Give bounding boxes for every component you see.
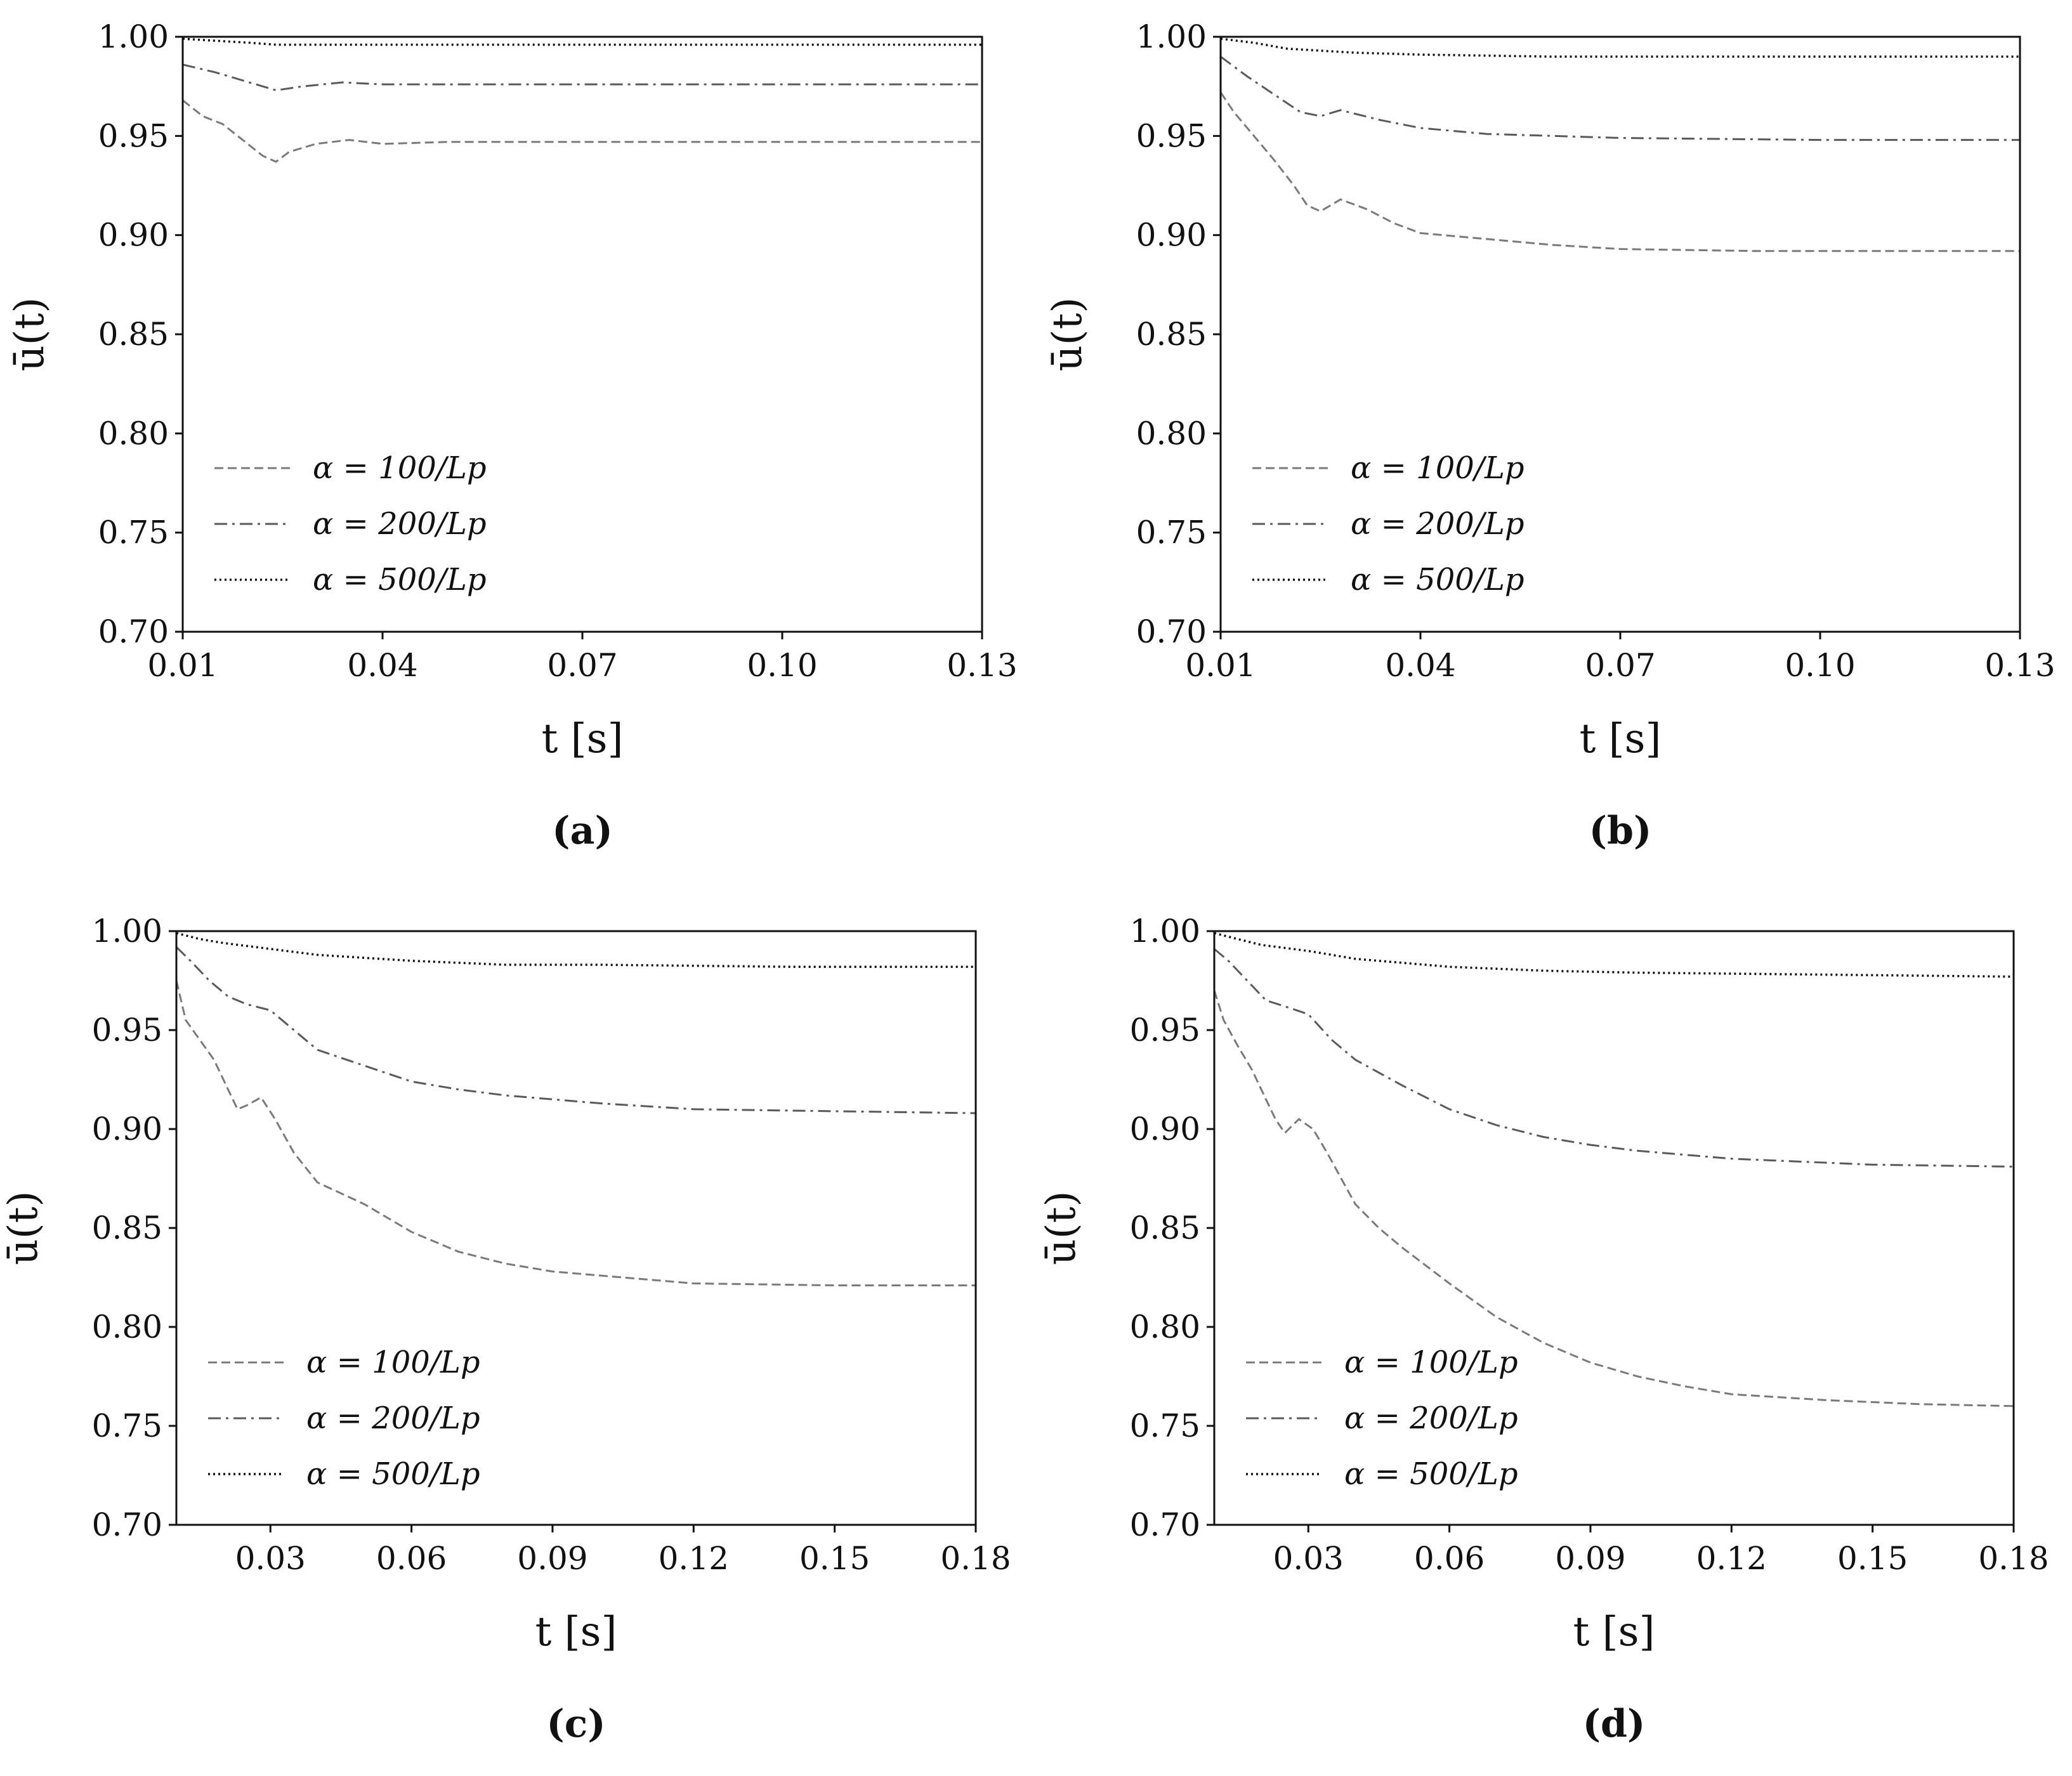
chart-panel-4: 0.70 0.75 0.80 0.85 0.90 0.95 1.00 0.03 0.06 0.09… — [1038, 913, 2049, 1746]
y-tick-label: 1.00 — [92, 913, 162, 950]
panel-caption: (c) — [546, 1702, 605, 1746]
x-tick-label: 0.12 — [659, 1540, 729, 1577]
y-tick-label: 0.85 — [1130, 1210, 1200, 1246]
x-tick-label: 0.01 — [1185, 647, 1256, 684]
x-tick-label: 0.15 — [1837, 1540, 1908, 1577]
series-line-s500 — [183, 37, 982, 46]
chart-panel-3: 0.70 0.75 0.80 0.85 0.90 0.95 1.00 0.03 0.06 0.09… — [0, 913, 1011, 1746]
legend-label-s100: α = 100/Lp — [1344, 1345, 1518, 1380]
x-tick-label: 0.13 — [1984, 647, 2055, 684]
x-tick-label: 0.06 — [376, 1540, 447, 1577]
legend-label-s200: α = 200/Lp — [306, 1401, 480, 1436]
x-axis-label: t [s] — [1573, 1609, 1655, 1655]
x-tick-label: 0.18 — [940, 1540, 1011, 1577]
legend-label-s100: α = 100/Lp — [1351, 450, 1524, 486]
y-axis-label: ū(t) — [6, 297, 53, 372]
x-tick-label: 0.03 — [235, 1540, 306, 1577]
plot-frame — [175, 930, 977, 1526]
y-axis-label: ū(t) — [0, 1191, 47, 1265]
panel-caption: (d) — [1583, 1702, 1646, 1746]
y-tick-label: 0.85 — [1136, 316, 1207, 353]
x-tick-label: 0.07 — [547, 647, 617, 684]
y-tick-label: 0.90 — [1130, 1111, 1200, 1147]
y-tick-label: 0.80 — [1136, 415, 1207, 452]
series-line-s500 — [1214, 932, 2014, 978]
y-tick-label: 1.00 — [98, 18, 169, 55]
y-tick-label: 0.75 — [92, 1407, 162, 1444]
series-line-s100 — [1221, 91, 2020, 252]
y-axis-label: ū(t) — [1044, 297, 1091, 372]
series-line-s200 — [183, 63, 982, 91]
series-line-s200 — [1214, 948, 2014, 1168]
x-axis-label: t [s] — [1580, 715, 1662, 762]
x-tick-label: 0.10 — [1785, 647, 1855, 684]
y-tick-label: 0.90 — [1136, 217, 1207, 254]
y-tick-label: 0.70 — [1136, 613, 1207, 650]
y-tick-label: 0.95 — [1130, 1012, 1200, 1048]
panel-caption: (b) — [1589, 809, 1652, 853]
y-tick-label: 1.00 — [1130, 913, 1200, 950]
y-tick-label: 1.00 — [1136, 18, 1207, 55]
x-tick-label: 0.04 — [347, 647, 417, 684]
legend-label-s500: α = 500/Lp — [306, 1456, 480, 1492]
x-tick-label: 0.15 — [799, 1540, 870, 1577]
x-tick-label: 0.01 — [147, 647, 218, 684]
panel-caption: (a) — [552, 809, 613, 853]
legend-label-s200: α = 200/Lp — [313, 506, 487, 542]
x-tick-label: 0.04 — [1385, 647, 1455, 684]
legend-label-s100: α = 100/Lp — [313, 450, 487, 486]
legend-label-s500: α = 500/Lp — [1351, 562, 1524, 597]
plot-frame — [1213, 930, 2015, 1526]
x-tick-label: 0.10 — [747, 647, 817, 684]
series-line-s100 — [1214, 990, 2014, 1407]
y-tick-label: 0.90 — [92, 1111, 162, 1147]
y-tick-label: 0.80 — [1130, 1309, 1200, 1345]
y-tick-label: 0.75 — [98, 514, 169, 551]
x-tick-label: 0.13 — [947, 647, 1017, 684]
series-line-s100 — [183, 99, 982, 163]
x-tick-label: 0.09 — [517, 1540, 587, 1577]
x-tick-label: 0.06 — [1414, 1540, 1485, 1577]
y-tick-label: 0.85 — [98, 316, 169, 353]
x-axis-label: t [s] — [542, 715, 624, 762]
y-axis-label: ū(t) — [1038, 1191, 1085, 1265]
x-tick-label: 0.18 — [1978, 1540, 2049, 1577]
chart-panel-2: 0.70 0.75 0.80 0.85 0.90 0.95 1.00 0.01 0.04 0.07… — [1044, 18, 2056, 853]
legend-label-s200: α = 200/Lp — [1351, 506, 1524, 542]
x-tick-label: 0.09 — [1555, 1540, 1625, 1577]
y-tick-label: 0.90 — [98, 217, 169, 254]
plot-frame — [1219, 36, 2021, 633]
y-tick-label: 0.80 — [98, 415, 169, 452]
series-line-s200 — [176, 946, 976, 1114]
y-tick-label: 0.75 — [1130, 1407, 1200, 1444]
series-line-s200 — [1221, 56, 2020, 141]
y-tick-label: 0.70 — [98, 613, 169, 650]
y-tick-label: 0.70 — [92, 1506, 162, 1543]
series-line-s500 — [1221, 37, 2020, 58]
x-tick-label: 0.03 — [1273, 1540, 1344, 1577]
x-axis-label: t [s] — [535, 1609, 617, 1655]
y-tick-label: 0.75 — [1136, 514, 1207, 551]
series-line-s500 — [176, 932, 976, 968]
y-tick-label: 0.85 — [92, 1210, 162, 1246]
legend-label-s100: α = 100/Lp — [306, 1345, 480, 1380]
legend-label-s500: α = 500/Lp — [313, 562, 487, 597]
legend-label-s200: α = 200/Lp — [1344, 1401, 1518, 1436]
series-line-s100 — [176, 980, 976, 1286]
y-tick-label: 0.95 — [92, 1012, 162, 1048]
y-tick-label: 0.70 — [1130, 1506, 1200, 1543]
x-tick-label: 0.07 — [1585, 647, 1655, 684]
y-tick-label: 0.95 — [98, 117, 169, 154]
y-tick-label: 0.95 — [1136, 117, 1207, 154]
plot-frame — [181, 36, 983, 633]
chart-panel-1: 0.70 0.75 0.80 0.85 0.90 0.95 1.00 0.01 0.04 0.07… — [6, 18, 1018, 853]
x-tick-label: 0.12 — [1696, 1540, 1767, 1577]
legend-label-s500: α = 500/Lp — [1344, 1456, 1518, 1492]
y-tick-label: 0.80 — [92, 1309, 162, 1345]
